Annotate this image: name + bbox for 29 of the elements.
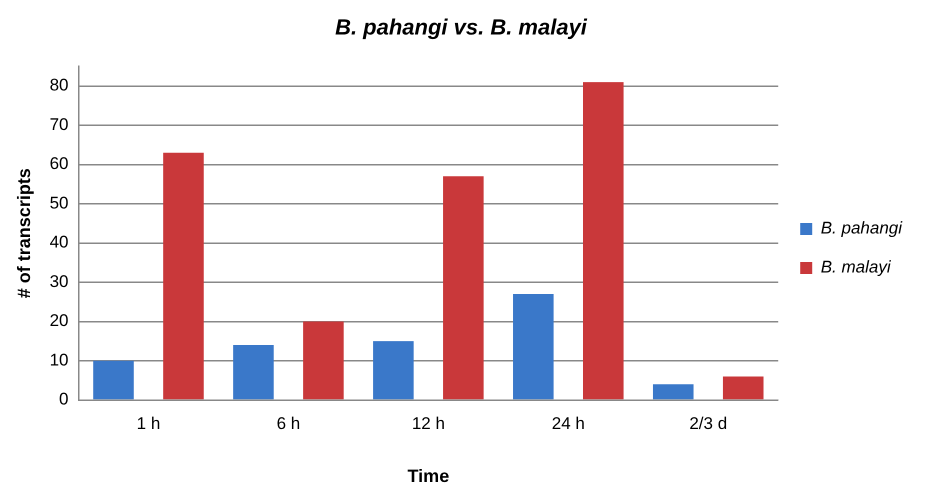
bar — [443, 176, 484, 400]
legend-label: B. pahangi — [820, 218, 904, 238]
y-tick-label: 10 — [50, 350, 69, 370]
y-tick-label: 40 — [50, 232, 69, 252]
y-tick-label: 70 — [50, 114, 69, 134]
bar — [303, 322, 344, 400]
bar — [582, 82, 624, 400]
y-tick-label: 80 — [50, 76, 69, 95]
bar — [652, 384, 694, 400]
bar — [722, 376, 764, 400]
x-tick-label: 24 h — [552, 414, 585, 433]
y-axis-title: # of transcripts — [14, 168, 34, 298]
legend-label: B. malayi — [820, 258, 892, 277]
bar — [373, 341, 414, 400]
bar — [513, 294, 554, 400]
y-tick-label: 0 — [59, 390, 69, 409]
bar — [163, 152, 204, 400]
x-tick-label: 2/3 d — [689, 414, 728, 433]
x-tick-label: 12 h — [412, 414, 445, 433]
y-tick-label: 50 — [50, 193, 69, 212]
x-tick-label: 1 h — [136, 414, 160, 433]
y-tick-label: 30 — [50, 272, 69, 291]
chart-title: B. pahangi vs. B. malayi — [335, 14, 588, 40]
y-tick-label: 20 — [50, 311, 69, 330]
x-tick-label: 6 h — [276, 414, 300, 433]
bar — [233, 345, 274, 400]
bar — [93, 360, 134, 400]
x-axis-title: Time — [408, 466, 450, 486]
y-tick-label: 60 — [50, 154, 69, 174]
